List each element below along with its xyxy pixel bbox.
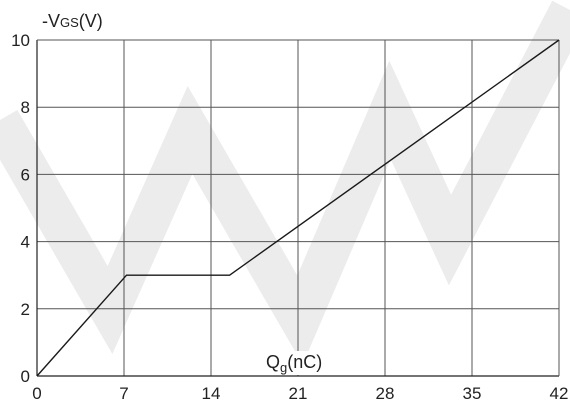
y-axis-label-suffix: (V) xyxy=(79,11,103,31)
watermark xyxy=(0,0,570,365)
y-tick-label: 6 xyxy=(21,165,30,184)
y-axis-label-prefix: -V xyxy=(42,11,60,31)
plot-frame xyxy=(36,39,560,377)
y-tick-label: 2 xyxy=(21,300,30,319)
y-tick-label: 10 xyxy=(11,31,30,50)
x-tick-label: 21 xyxy=(289,384,308,403)
x-axis-label-background xyxy=(262,351,346,375)
y-axis-label-sub: GS xyxy=(60,15,79,30)
x-axis-label: Qg(nC) xyxy=(266,352,322,375)
x-tick-label: 7 xyxy=(119,384,128,403)
y-tick-label: 0 xyxy=(21,367,30,386)
x-axis-label-sub: g xyxy=(280,360,287,375)
x-tick-label: 28 xyxy=(376,384,395,403)
x-tick-labels: 0 7 14 21 28 35 42 xyxy=(32,384,568,403)
x-tick-label: 35 xyxy=(463,384,482,403)
series-line xyxy=(36,39,560,377)
x-tick-label: 42 xyxy=(550,384,569,403)
y-tick-label: 4 xyxy=(21,233,30,252)
watermark-shape xyxy=(0,0,570,365)
x-axis-label-suffix: (nC) xyxy=(287,352,322,372)
x-tick-label: 14 xyxy=(202,384,221,403)
x-tick-label: 0 xyxy=(32,384,41,403)
y-tick-label: 8 xyxy=(21,98,30,117)
x-axis-label-prefix: Q xyxy=(266,352,280,372)
series-layer xyxy=(36,39,560,377)
y-axis-label: -VGS(V) xyxy=(42,11,103,31)
grid xyxy=(37,40,559,376)
y-tick-labels: 0 2 4 6 8 10 xyxy=(11,31,30,386)
